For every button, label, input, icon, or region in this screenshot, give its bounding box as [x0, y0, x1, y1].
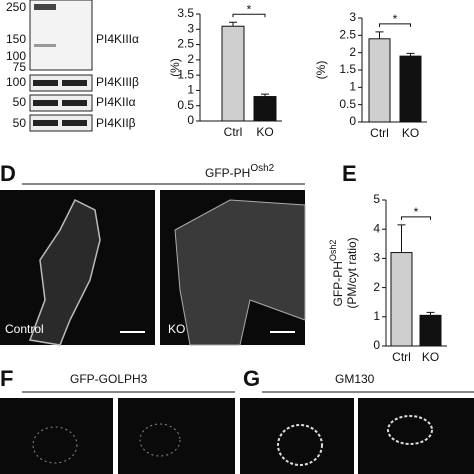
blot-box: [29, 0, 93, 71]
bar: [419, 314, 442, 347]
y-tick-label: 0: [373, 338, 380, 352]
y-tick-label: 2: [373, 280, 380, 294]
image-label: KO: [168, 322, 185, 336]
y-tick-label: 2: [187, 52, 194, 66]
bar: [399, 55, 422, 123]
y-label-sup: Osh2: [328, 240, 338, 262]
significance-label: *: [393, 12, 398, 26]
blot-box: [29, 74, 93, 92]
blot-band: [33, 80, 58, 86]
y-tick-label: 0: [187, 113, 194, 127]
y-tick-label: 0.5: [177, 98, 194, 112]
cell: [28, 198, 101, 346]
y-tick-label: 1: [349, 80, 356, 94]
x-tick-label: KO: [402, 126, 419, 140]
mw-marker: 75: [13, 60, 27, 74]
panel-letter: F: [0, 366, 13, 391]
panel-title: GFP-PHOsh2: [205, 163, 275, 181]
bar: [221, 25, 245, 122]
significance-bracket: [379, 23, 411, 27]
image-label: Control: [5, 322, 44, 336]
blot-band: [33, 120, 58, 126]
y-tick-label: 3.5: [177, 6, 194, 20]
blot-band: [34, 44, 56, 47]
blot-label: PI4KIIβ: [96, 116, 136, 130]
significance-bracket: [401, 216, 431, 220]
blot-label: PI4KIIIα: [96, 32, 139, 46]
y-tick-label: 3: [373, 251, 380, 265]
title-main: GFP-PH: [205, 166, 250, 180]
y-tick-label: 5: [373, 192, 380, 206]
panel-title: GM130: [335, 372, 375, 386]
y-tick-label: 2.5: [339, 28, 356, 42]
x-tick-label: KO: [256, 125, 273, 139]
panel-letter: G: [243, 366, 260, 391]
blot-box: [29, 114, 93, 132]
micrograph: [358, 398, 474, 474]
y-tick-label: 0: [349, 114, 356, 128]
x-tick-label: KO: [422, 350, 439, 364]
micrograph: [118, 398, 235, 474]
title-sup: Osh2: [250, 163, 274, 174]
cell: [174, 199, 306, 346]
panel-letter: E: [342, 161, 357, 186]
cell: [387, 415, 433, 445]
mw-marker: 50: [13, 116, 27, 130]
mw-marker: 50: [13, 95, 27, 109]
bar: [253, 96, 277, 122]
y-tick-label: 1.5: [177, 67, 194, 81]
error-bar: [375, 31, 384, 39]
blot-band: [62, 80, 87, 86]
mw-marker: 250: [6, 0, 26, 14]
blot-box: [29, 94, 93, 112]
micrograph: [240, 398, 354, 474]
y-tick-label: 2: [349, 45, 356, 59]
y-tick-label: 1: [373, 309, 380, 323]
bar: [368, 38, 391, 123]
blot-band: [33, 100, 58, 106]
error-bar: [397, 224, 406, 253]
x-tick-label: Ctrl: [370, 126, 389, 140]
error-bar: [406, 52, 415, 57]
blot-label: PI4KIIα: [96, 95, 136, 109]
significance-label: *: [247, 2, 252, 16]
micrograph: [0, 398, 113, 474]
x-tick-label: Ctrl: [392, 350, 411, 364]
mw-marker: 100: [6, 49, 26, 63]
blot-label: PI4KIIIβ: [96, 75, 139, 89]
y-tick-label: 3: [349, 10, 356, 24]
y-tick-label: 0.5: [339, 97, 356, 111]
significance-bracket: [232, 13, 266, 18]
y-tick-label: 4: [373, 221, 380, 235]
x-tick-label: Ctrl: [224, 125, 243, 139]
cell: [277, 424, 323, 466]
y-tick-label: 3: [187, 21, 194, 35]
panel-letter: D: [0, 161, 16, 186]
y-label: GFP-PHOsh2: [328, 240, 345, 307]
cell: [139, 423, 181, 457]
y-label: (%): [168, 58, 182, 77]
y-label: (PM/cyt ratio): [345, 237, 359, 308]
y-tick-label: 1: [187, 83, 194, 97]
cell: [32, 426, 78, 464]
y-tick-label: 1.5: [339, 62, 356, 76]
blot-band: [62, 100, 87, 106]
blot-band: [34, 4, 56, 10]
significance-label: *: [414, 205, 419, 219]
error-bar: [229, 21, 237, 27]
y-label: (%): [314, 61, 328, 80]
blot-band: [62, 120, 87, 126]
error-bar: [261, 93, 269, 97]
y-tick-label: 2.5: [177, 37, 194, 51]
error-bar: [426, 311, 435, 316]
y-label-main: GFP-PH: [331, 261, 345, 306]
panel-title: GFP-GOLPH3: [70, 372, 148, 386]
bar: [390, 252, 413, 347]
mw-marker: 100: [6, 75, 26, 89]
mw-marker: 150: [6, 32, 26, 46]
